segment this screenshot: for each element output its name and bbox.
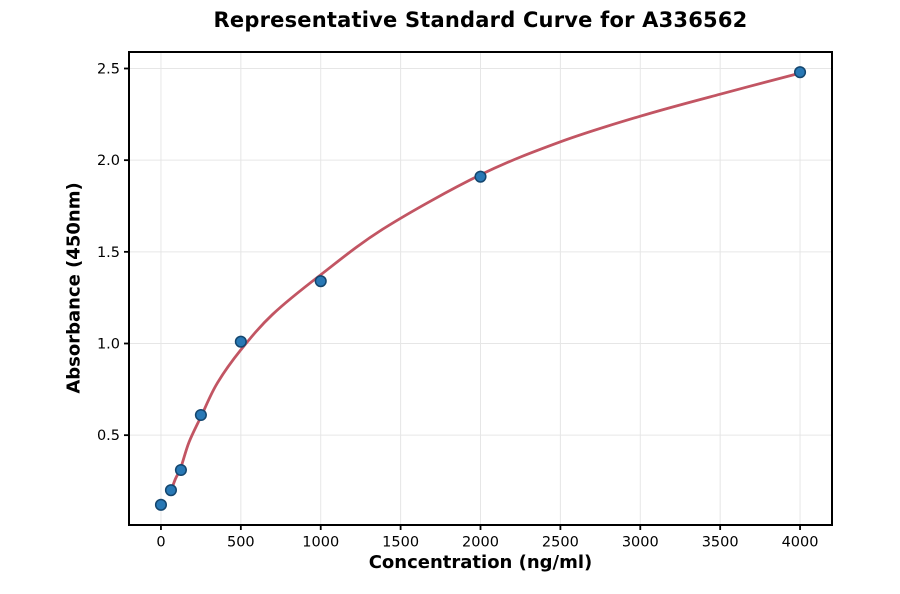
y-tick-label: 1.5 xyxy=(97,245,120,261)
y-tick-label: 0.5 xyxy=(97,428,120,444)
data-point xyxy=(234,335,247,348)
data-point xyxy=(793,66,807,79)
x-tick-label: 2500 xyxy=(542,535,579,551)
x-tick-label: 3000 xyxy=(622,535,659,551)
x-tick-label: 1500 xyxy=(382,535,419,551)
x-tick-label: 0 xyxy=(156,535,165,551)
data-point xyxy=(194,408,207,422)
y-axis-label: Absorbance (450nm) xyxy=(63,182,85,394)
x-tick-label: 500 xyxy=(227,535,255,551)
fit-curve xyxy=(169,71,802,493)
data-point xyxy=(174,463,187,477)
x-tick-label: 1000 xyxy=(302,535,339,551)
x-tick-label: 3500 xyxy=(702,535,739,551)
y-tick-label: 2.5 xyxy=(97,62,120,78)
y-tick-label: 2.0 xyxy=(97,153,120,169)
x-tick-label: 4000 xyxy=(782,535,819,551)
data-point xyxy=(474,170,487,183)
data-point xyxy=(164,484,177,497)
x-axis-label: Concentration (ng/ml) xyxy=(368,552,593,573)
data-point xyxy=(154,498,168,511)
data-point xyxy=(314,275,327,288)
chart-title: Representative Standard Curve for A33656… xyxy=(213,8,748,32)
y-tick-label: 1.0 xyxy=(97,337,120,353)
x-tick-label: 2000 xyxy=(462,535,499,551)
